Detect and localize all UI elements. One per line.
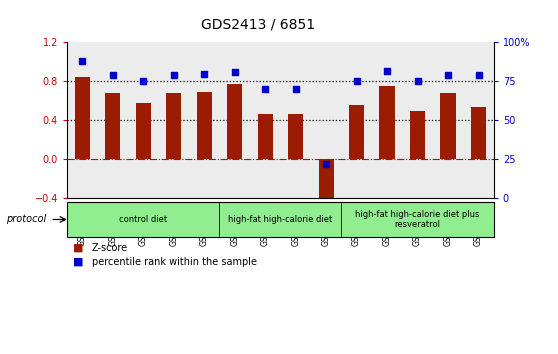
Bar bbox=[341, 42, 372, 198]
Bar bbox=[128, 42, 158, 198]
Bar bbox=[410, 110, 425, 159]
Bar bbox=[288, 114, 303, 159]
Point bbox=[444, 72, 453, 78]
Text: high-fat high-calorie diet plus
resveratrol: high-fat high-calorie diet plus resverat… bbox=[355, 210, 480, 229]
Point bbox=[78, 58, 86, 64]
Bar bbox=[440, 93, 456, 159]
Bar bbox=[67, 42, 98, 198]
Bar bbox=[311, 42, 341, 198]
Point bbox=[291, 86, 300, 92]
Point bbox=[169, 72, 178, 78]
Text: ■: ■ bbox=[73, 257, 83, 267]
Bar bbox=[463, 42, 494, 198]
Bar bbox=[136, 103, 151, 159]
Bar bbox=[98, 42, 128, 198]
Bar bbox=[433, 42, 463, 198]
Text: control diet: control diet bbox=[119, 215, 167, 224]
Bar bbox=[75, 76, 90, 159]
Point bbox=[474, 72, 483, 78]
Bar bbox=[105, 93, 121, 159]
Text: protocol: protocol bbox=[6, 215, 46, 224]
Bar bbox=[319, 159, 334, 203]
Point bbox=[139, 79, 148, 84]
Bar bbox=[349, 105, 364, 159]
Bar bbox=[379, 86, 395, 159]
Bar bbox=[258, 114, 273, 159]
Bar bbox=[250, 42, 280, 198]
Bar bbox=[372, 42, 402, 198]
Point bbox=[321, 161, 330, 167]
Bar bbox=[471, 107, 486, 159]
Point bbox=[413, 79, 422, 84]
Bar bbox=[158, 42, 189, 198]
Point bbox=[200, 71, 209, 76]
Point bbox=[352, 79, 361, 84]
Bar bbox=[189, 42, 219, 198]
Bar bbox=[227, 84, 242, 159]
Text: high-fat high-calorie diet: high-fat high-calorie diet bbox=[228, 215, 333, 224]
Point bbox=[261, 86, 270, 92]
Bar bbox=[166, 93, 181, 159]
Text: GDS2413 / 6851: GDS2413 / 6851 bbox=[201, 18, 315, 32]
Point bbox=[108, 72, 117, 78]
Text: percentile rank within the sample: percentile rank within the sample bbox=[92, 257, 257, 267]
Bar bbox=[402, 42, 433, 198]
Text: Z-score: Z-score bbox=[92, 243, 128, 253]
Text: ■: ■ bbox=[73, 243, 83, 253]
Bar bbox=[280, 42, 311, 198]
Bar bbox=[196, 92, 212, 159]
Point bbox=[230, 69, 239, 75]
Bar bbox=[219, 42, 250, 198]
Point bbox=[383, 68, 392, 73]
